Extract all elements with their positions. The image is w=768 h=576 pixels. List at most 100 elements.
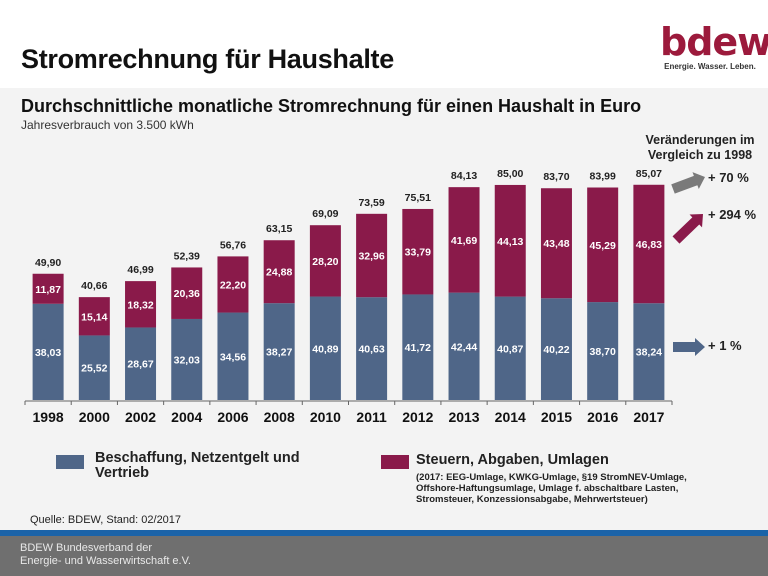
bar-segment-taxes <box>448 187 480 293</box>
bar-label-taxes: 15,14 <box>81 311 107 323</box>
bar-total-label: 73,59 <box>358 197 384 209</box>
bar-segment-procurement <box>402 294 434 400</box>
bar-total-label: 83,70 <box>543 171 569 183</box>
bar-segment-procurement <box>263 303 295 400</box>
bar-label-procurement: 38,70 <box>590 346 616 358</box>
source-note: Quelle: BDEW, Stand: 02/2017 <box>30 514 182 526</box>
bar-total-label: 75,51 <box>405 192 431 204</box>
x-tick-label: 2017 <box>633 409 664 425</box>
chart-subtitle: Jahresverbrauch von 3.500 kWh <box>21 118 194 132</box>
bar-label-procurement: 38,03 <box>35 347 61 359</box>
bar-label-taxes: 44,13 <box>497 236 523 248</box>
bar-segment-taxes <box>356 213 388 298</box>
logo-tagline: Energie. Wasser. Leben. <box>664 62 756 71</box>
footer-band <box>0 536 768 576</box>
change-label-taxes: + 294 % <box>708 207 757 222</box>
bar-segment-procurement <box>309 296 341 400</box>
legend-note-taxes: (2017: EEG-Umlage, KWKG-Umlage, §19 Stro… <box>416 472 687 505</box>
x-tick-label: 2011 <box>356 409 387 425</box>
bar-total-label: 63,15 <box>266 223 292 235</box>
bar-label-taxes: 41,69 <box>451 235 477 247</box>
change-label-total: + 70 % <box>708 170 749 185</box>
legend-note-line-3: Stromsteuer, Konzessionsabgabe, Mehrwert… <box>416 494 648 505</box>
bar-total-label: 85,07 <box>636 168 662 180</box>
bar-label-taxes: 33,79 <box>405 247 431 259</box>
legend-swatch-taxes <box>381 455 409 469</box>
bar-segment-taxes <box>171 267 203 319</box>
change-heading: Veränderungen im Vergleich zu 1998 <box>632 133 768 163</box>
bar-total-label: 56,76 <box>220 239 246 251</box>
change-arrow-taxes-icon-shape <box>672 214 704 244</box>
footer-rule <box>0 530 768 536</box>
x-tick-label: 2013 <box>448 409 479 425</box>
x-tick-label: 2016 <box>587 409 618 425</box>
bar-segment-taxes <box>540 188 572 299</box>
change-arrow-procurement-icon <box>673 338 705 356</box>
legend-swatch-procurement <box>56 455 84 469</box>
bar-label-procurement: 42,44 <box>451 341 477 353</box>
bar-segment-procurement <box>217 312 249 400</box>
bar-label-taxes: 24,88 <box>266 267 292 279</box>
bar-label-taxes: 11,87 <box>35 284 61 296</box>
bar-segment-taxes <box>78 297 110 336</box>
bar-total-label: 46,99 <box>127 264 153 276</box>
header-band <box>0 0 768 88</box>
bar-segment-taxes <box>32 273 64 304</box>
bar-segment-procurement <box>32 303 64 400</box>
bar-segment-procurement <box>171 318 203 400</box>
x-tick-label: 2010 <box>310 409 341 425</box>
bar-total-label: 83,99 <box>590 171 616 183</box>
bar-label-taxes: 28,20 <box>312 256 338 268</box>
bar-label-procurement: 34,56 <box>220 351 246 363</box>
change-arrow-total-icon-shape <box>671 172 705 194</box>
bar-label-taxes: 32,96 <box>358 251 384 263</box>
legend-label-procurement-line-2: Vertrieb <box>95 465 149 481</box>
bar-label-taxes: 43,48 <box>543 238 569 250</box>
bar-segment-taxes <box>402 208 434 295</box>
bar-segment-procurement <box>356 297 388 400</box>
x-tick-label: 1998 <box>33 409 64 425</box>
x-tick-label: 2014 <box>495 409 526 425</box>
legend-label-taxes: Steuern, Abgaben, Umlagen <box>416 452 609 468</box>
bar-label-taxes: 45,29 <box>590 240 616 252</box>
change-heading-line-2: Vergleich zu 1998 <box>647 148 753 162</box>
page-title: Stromrechnung für Haushalte <box>21 44 394 74</box>
logo-wordmark: bdew <box>660 20 768 64</box>
bar-segment-taxes <box>587 187 619 303</box>
bar-total-label: 40,66 <box>81 280 107 292</box>
bar-segment-taxes <box>217 256 249 313</box>
x-tick-label: 2006 <box>217 409 248 425</box>
bar-total-label: 49,90 <box>35 257 61 269</box>
footer-line-2: Energie- und Wasserwirtschaft e.V. <box>20 555 191 567</box>
legend-label-procurement: Beschaffung, Netzentgelt und Vertrieb <box>95 451 300 481</box>
bar-label-taxes: 18,32 <box>127 299 153 311</box>
bdew-logo: bdew Energie. Wasser. Leben. <box>660 20 768 71</box>
legend-label-procurement-line-1: Beschaffung, Netzentgelt und <box>95 450 300 466</box>
change-label-procurement: + 1 % <box>708 338 742 353</box>
bar-segment-procurement <box>125 327 157 400</box>
bar-segment-procurement <box>633 303 665 400</box>
bar-segment-procurement <box>78 335 110 400</box>
bar-segment-taxes <box>263 240 295 304</box>
bar-label-procurement: 25,52 <box>81 363 107 375</box>
bar-label-procurement: 28,67 <box>127 359 153 371</box>
bar-label-procurement: 41,72 <box>405 342 431 354</box>
x-tick-label: 2008 <box>264 409 295 425</box>
footer-line-1: BDEW Bundesverband der <box>20 542 153 554</box>
bar-segment-procurement <box>494 296 526 400</box>
x-tick-label: 2012 <box>402 409 433 425</box>
change-arrow-procurement-icon-shape <box>673 338 705 356</box>
x-tick-label: 2015 <box>541 409 572 425</box>
bar-label-taxes: 46,83 <box>636 239 662 251</box>
bar-label-procurement: 40,22 <box>543 344 569 356</box>
bar-segment-procurement <box>540 298 572 400</box>
bar-total-label: 84,13 <box>451 170 477 182</box>
bar-segment-taxes <box>633 184 665 304</box>
change-arrow-taxes-icon <box>672 214 704 244</box>
bar-label-procurement: 40,89 <box>312 343 338 355</box>
bar-total-label: 85,00 <box>497 168 523 180</box>
bar-segment-procurement <box>587 302 619 400</box>
bar-segment-taxes <box>125 281 157 328</box>
footer-organization: BDEW Bundesverband der Energie- und Wass… <box>20 542 191 568</box>
